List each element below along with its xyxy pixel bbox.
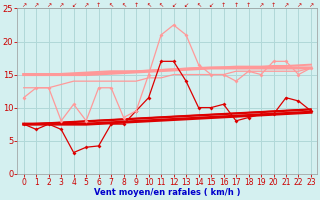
X-axis label: Vent moyen/en rafales ( km/h ): Vent moyen/en rafales ( km/h ) [94,188,241,197]
